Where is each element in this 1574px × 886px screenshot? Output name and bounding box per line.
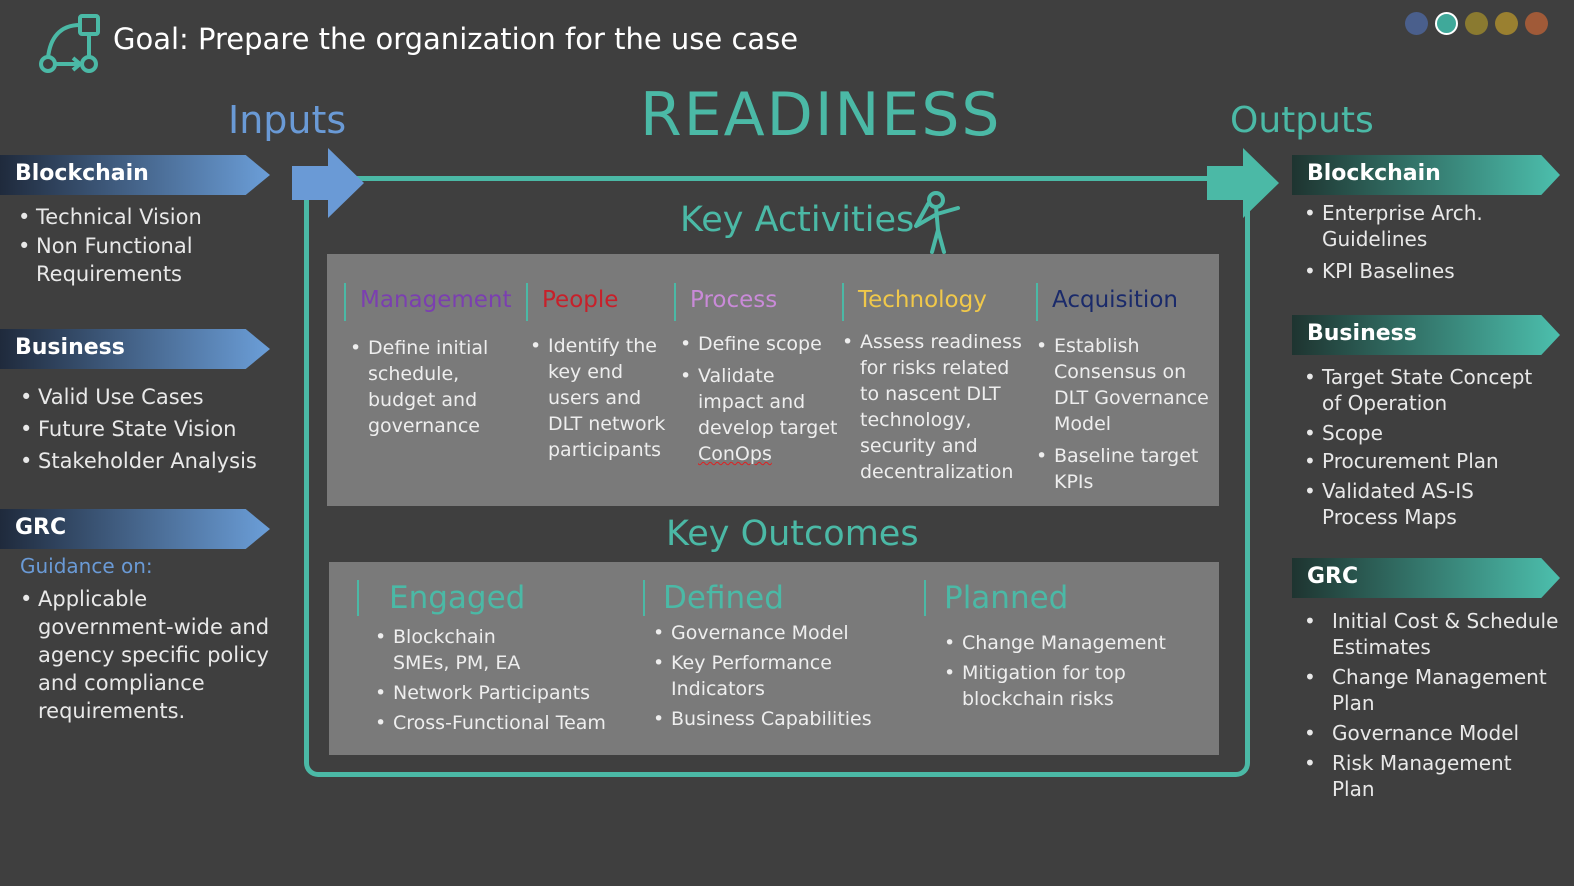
output-grc-tag: GRC bbox=[1292, 558, 1560, 598]
list-item: Governance Model bbox=[653, 620, 873, 646]
activity-header: Technology bbox=[842, 283, 1028, 321]
list-item: Procurement Plan bbox=[1304, 448, 1556, 474]
list-item: Enterprise Arch. Guidelines bbox=[1304, 200, 1504, 252]
activity-management: Management Define initial schedule, budg… bbox=[344, 283, 516, 445]
outcome-header: Planned bbox=[924, 580, 1204, 616]
outcome-list: Blockchain SMEs, PM, EA Network Particip… bbox=[375, 624, 606, 736]
input-business-tag: Business bbox=[0, 329, 270, 369]
activity-people: People Identify the key end users and DL… bbox=[526, 283, 674, 469]
list-item: Define scope bbox=[680, 331, 844, 357]
list-item: Identify the key end users and DLT netwo… bbox=[530, 333, 674, 463]
key-outcomes-title: Key Outcomes bbox=[666, 514, 919, 554]
output-grc-list: Initial Cost & Schedule Estimates Change… bbox=[1304, 608, 1560, 802]
outcome-list: Change Management Mitigation for top blo… bbox=[944, 630, 1184, 712]
activity-process: Process Define scope Validate impact and… bbox=[674, 283, 844, 473]
list-item: Baseline target KPIs bbox=[1036, 443, 1216, 495]
key-activities-title: Key Activities bbox=[680, 200, 915, 240]
list-item: Business Capabilities bbox=[653, 706, 873, 732]
workflow-icon bbox=[39, 14, 100, 73]
outcome-header: Defined bbox=[643, 580, 903, 616]
list-item: Initial Cost & Schedule Estimates bbox=[1304, 608, 1560, 660]
progress-dot[interactable] bbox=[1405, 12, 1428, 35]
input-grc-list: Applicable government-wide and agency sp… bbox=[20, 585, 282, 725]
list-item: Governance Model bbox=[1304, 720, 1560, 746]
list-item: Future State Vision bbox=[20, 413, 280, 445]
list-item: Validate impact and develop target ConOp… bbox=[680, 363, 844, 467]
activity-list: Identify the key end users and DLT netwo… bbox=[530, 333, 674, 463]
list-item: Define initial schedule, budget and gove… bbox=[350, 335, 516, 439]
activity-header: People bbox=[526, 283, 674, 321]
output-blockchain-tag: Blockchain bbox=[1292, 155, 1560, 195]
person-with-key-icon bbox=[914, 191, 960, 254]
list-item: Mitigation for top blockchain risks bbox=[944, 660, 1184, 712]
progress-dot[interactable] bbox=[1465, 12, 1488, 35]
list-item: Scope bbox=[1304, 420, 1556, 446]
outcome-planned: Planned Change Management Mitigation for… bbox=[924, 580, 1204, 716]
outcome-list: Governance Model Key Performance Indicat… bbox=[653, 620, 873, 732]
input-business-list: Valid Use Cases Future State Vision Stak… bbox=[20, 381, 280, 477]
list-item: Assess readiness for risks related to na… bbox=[842, 329, 1028, 485]
slide-progress-dots bbox=[1405, 12, 1548, 35]
list-item: Technical Vision bbox=[18, 202, 278, 232]
list-item: Network Participants bbox=[375, 680, 615, 706]
list-item: Establish Consensus on DLT Governance Mo… bbox=[1036, 333, 1216, 437]
input-blockchain-tag: Blockchain bbox=[0, 155, 270, 195]
input-grc-tag: GRC bbox=[0, 509, 270, 549]
frame-top-line bbox=[356, 176, 1216, 181]
outputs-title: Outputs bbox=[1230, 100, 1374, 141]
outcome-engaged: Engaged Blockchain SMEs, PM, EA Network … bbox=[357, 580, 627, 740]
spellcheck-word: ConOps bbox=[698, 443, 772, 465]
list-item: Blockchain SMEs, PM, EA bbox=[375, 624, 555, 676]
readiness-title: READINESS bbox=[640, 80, 1002, 150]
activity-technology: Technology Assess readiness for risks re… bbox=[842, 283, 1028, 491]
outcome-defined: Defined Governance Model Key Performance… bbox=[643, 580, 903, 736]
progress-dot[interactable] bbox=[1435, 12, 1458, 35]
progress-dot[interactable] bbox=[1525, 12, 1548, 35]
list-item: Change Management bbox=[944, 630, 1184, 656]
readiness-frame bbox=[304, 177, 1250, 777]
list-item: Risk Management Plan bbox=[1304, 750, 1560, 802]
activity-acquisition: Acquisition Establish Consensus on DLT G… bbox=[1036, 283, 1216, 501]
activity-list: Establish Consensus on DLT Governance Mo… bbox=[1036, 333, 1216, 495]
list-item: Validated AS-IS Process Maps bbox=[1304, 478, 1556, 530]
activity-header: Process bbox=[674, 283, 844, 321]
list-item: Applicable government-wide and agency sp… bbox=[20, 585, 282, 725]
input-arrow-icon bbox=[292, 148, 364, 218]
list-item: Stakeholder Analysis bbox=[20, 445, 280, 477]
activity-list: Define scope Validate impact and develop… bbox=[680, 331, 844, 467]
output-business-tag: Business bbox=[1292, 315, 1560, 355]
inputs-title: Inputs bbox=[228, 98, 347, 142]
list-item: Valid Use Cases bbox=[20, 381, 280, 413]
list-item: Cross-Functional Team bbox=[375, 710, 625, 736]
activity-list: Define initial schedule, budget and gove… bbox=[350, 335, 516, 439]
list-item: Change Management Plan bbox=[1304, 664, 1560, 716]
goal-title: Goal: Prepare the organization for the u… bbox=[113, 22, 799, 56]
output-blockchain-list: Enterprise Arch. Guidelines KPI Baseline… bbox=[1304, 200, 1554, 284]
activity-header: Acquisition bbox=[1036, 283, 1216, 321]
list-item: Target State Concept of Operation bbox=[1304, 364, 1556, 416]
output-business-list: Target State Concept of Operation Scope … bbox=[1304, 364, 1556, 530]
activity-header: Management bbox=[344, 283, 516, 321]
outcome-header: Engaged bbox=[357, 580, 627, 616]
progress-dot[interactable] bbox=[1495, 12, 1518, 35]
activity-list: Assess readiness for risks related to na… bbox=[842, 329, 1028, 485]
grc-guidance-label: Guidance on: bbox=[20, 554, 153, 578]
list-item: Non Functional Requirements bbox=[18, 232, 278, 288]
list-item: Key Performance Indicators bbox=[653, 650, 873, 702]
conops-text: Validate impact and develop target ConOp… bbox=[698, 365, 838, 465]
list-item: KPI Baselines bbox=[1304, 258, 1554, 284]
input-blockchain-list: Technical Vision Non Functional Requirem… bbox=[18, 202, 278, 288]
output-arrow-icon bbox=[1207, 148, 1279, 218]
